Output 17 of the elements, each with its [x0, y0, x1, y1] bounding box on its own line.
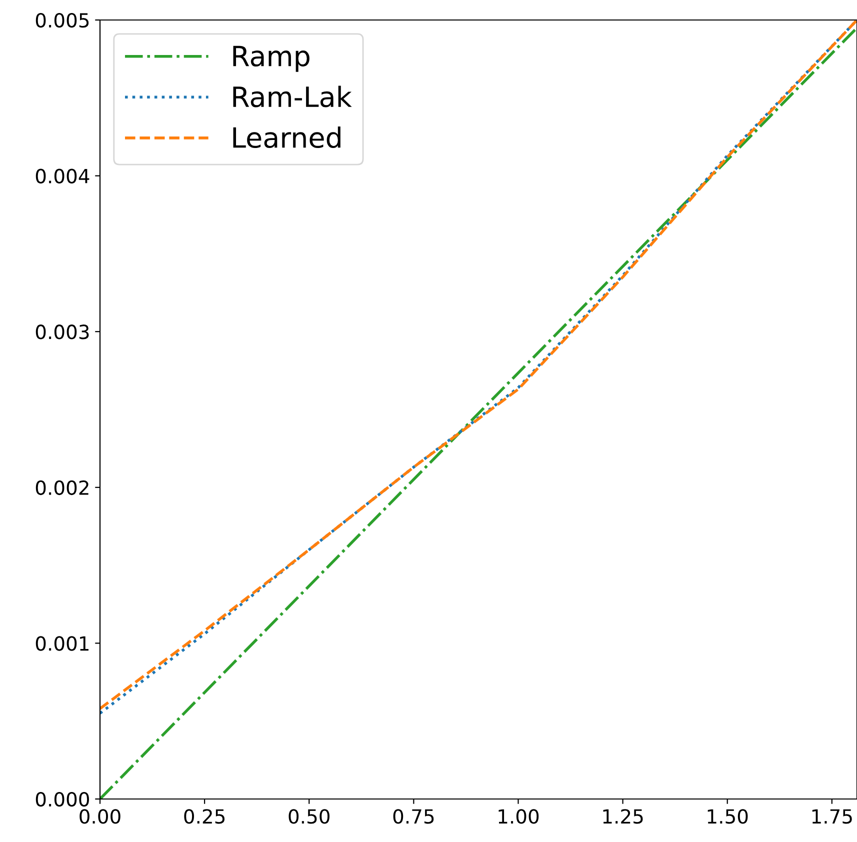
- x-tick-label: 1.00: [498, 809, 539, 824]
- y-tick-label: 0.004: [36, 168, 90, 184]
- legend-label: Learned: [233, 126, 340, 148]
- y-tick-label: 0.003: [36, 324, 89, 340]
- y-tick-label: 0.005: [36, 12, 89, 28]
- y-tick-label: 0.000: [36, 792, 89, 807]
- y-tick-label: 0.002: [36, 480, 88, 496]
- x-tick-label: 0.75: [393, 809, 434, 824]
- legend-label: Ram-Lak: [233, 86, 352, 108]
- x-tick-label: 1.50: [708, 809, 748, 824]
- x-tick-label: 0.50: [288, 809, 330, 824]
- x-tick-label: 0.00: [80, 809, 120, 824]
- y-tick-label: 0.001: [36, 636, 88, 651]
- x-tick-label: 0.25: [184, 809, 225, 824]
- x-tick-label: 1.25: [603, 809, 643, 824]
- legend-label: Ramp: [233, 46, 310, 72]
- x-tick-label: 1.75: [812, 809, 852, 824]
